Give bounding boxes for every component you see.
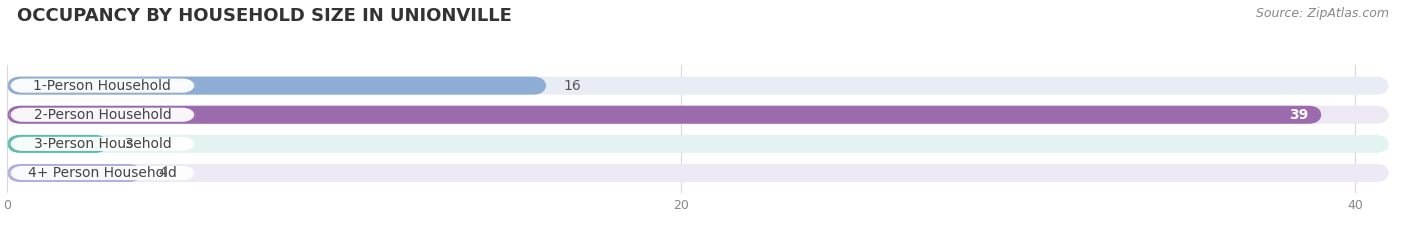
FancyBboxPatch shape [7, 164, 142, 182]
Text: 2-Person Household: 2-Person Household [34, 108, 172, 122]
FancyBboxPatch shape [10, 166, 195, 180]
Text: 4: 4 [159, 166, 167, 180]
FancyBboxPatch shape [7, 106, 1322, 124]
Text: OCCUPANCY BY HOUSEHOLD SIZE IN UNIONVILLE: OCCUPANCY BY HOUSEHOLD SIZE IN UNIONVILL… [17, 7, 512, 25]
FancyBboxPatch shape [7, 106, 1389, 124]
FancyBboxPatch shape [10, 137, 195, 151]
FancyBboxPatch shape [7, 77, 547, 95]
Text: 3: 3 [125, 137, 134, 151]
Text: Source: ZipAtlas.com: Source: ZipAtlas.com [1256, 7, 1389, 20]
FancyBboxPatch shape [10, 79, 195, 93]
Text: 3-Person Household: 3-Person Household [34, 137, 172, 151]
FancyBboxPatch shape [7, 135, 1389, 153]
FancyBboxPatch shape [10, 108, 195, 122]
FancyBboxPatch shape [7, 135, 108, 153]
Text: 16: 16 [564, 79, 581, 93]
Text: 39: 39 [1289, 108, 1308, 122]
FancyBboxPatch shape [7, 164, 1389, 182]
Text: 1-Person Household: 1-Person Household [34, 79, 172, 93]
Text: 4+ Person Household: 4+ Person Household [28, 166, 177, 180]
FancyBboxPatch shape [7, 77, 1389, 95]
